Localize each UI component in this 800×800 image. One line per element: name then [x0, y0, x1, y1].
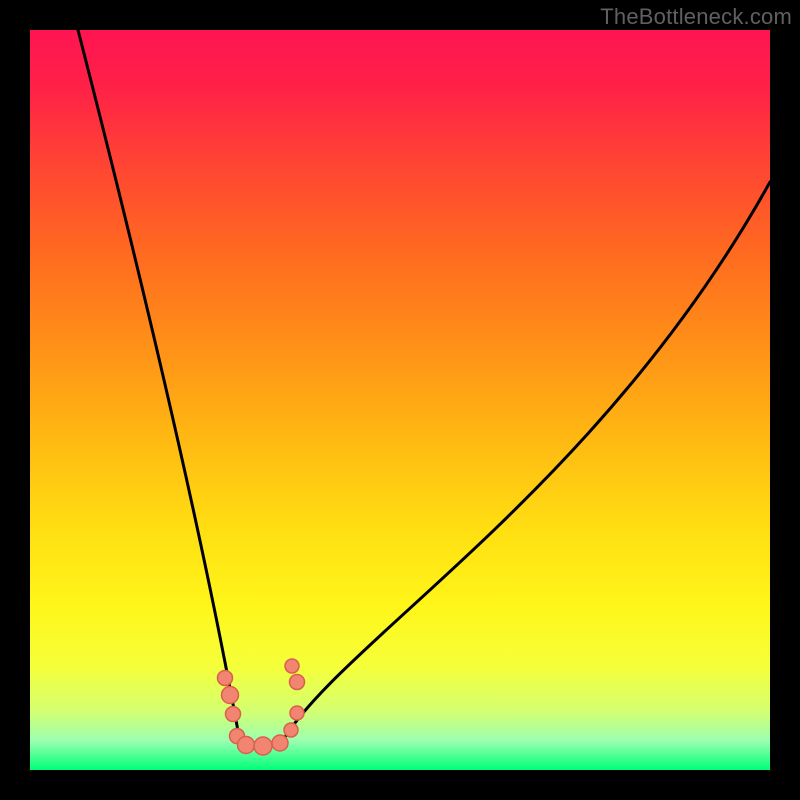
marker-point [218, 671, 233, 686]
marker-point [290, 706, 304, 720]
marker-point [226, 707, 241, 722]
marker-point [272, 735, 288, 751]
marker-point [254, 737, 272, 755]
bottleneck-chart [0, 0, 800, 800]
marker-point [285, 659, 299, 673]
plot-background [30, 30, 770, 770]
marker-point [238, 737, 255, 754]
marker-point [284, 723, 298, 737]
marker-point [290, 675, 305, 690]
marker-point [222, 687, 239, 704]
watermark-text: TheBottleneck.com [600, 4, 792, 30]
